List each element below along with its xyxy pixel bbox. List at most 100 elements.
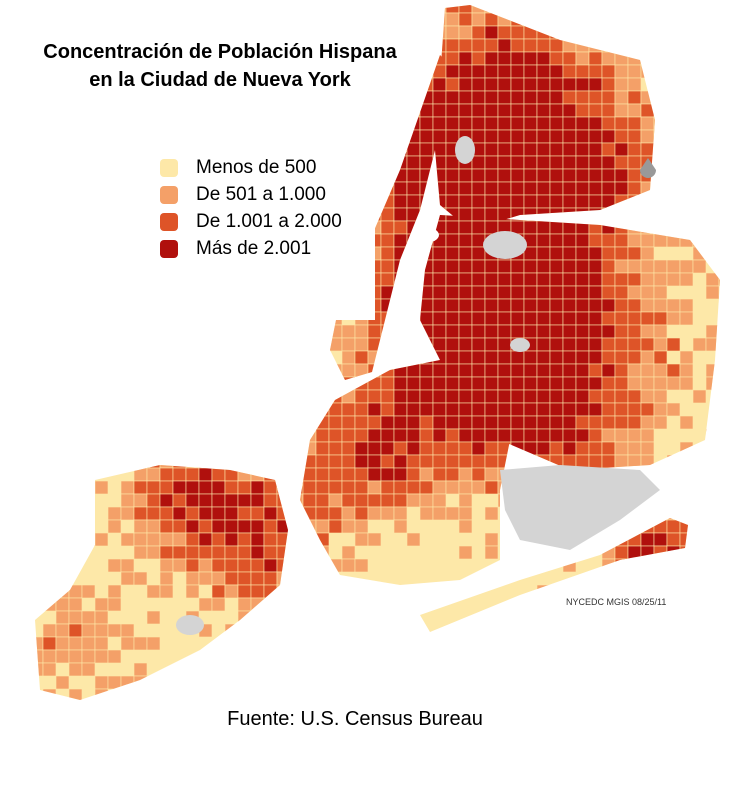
tract xyxy=(614,623,629,638)
tract xyxy=(679,545,694,560)
tract xyxy=(172,493,187,508)
tract xyxy=(510,428,525,443)
tract xyxy=(367,389,382,404)
tract xyxy=(666,207,681,222)
tract xyxy=(302,545,317,560)
tract xyxy=(237,597,252,612)
tract xyxy=(133,636,148,651)
tract xyxy=(601,38,616,53)
tract xyxy=(159,571,174,586)
tract xyxy=(497,415,512,430)
tract xyxy=(276,454,291,469)
tract xyxy=(380,233,395,248)
tract xyxy=(627,25,642,40)
tract xyxy=(302,441,317,456)
tract xyxy=(497,77,512,92)
tract xyxy=(419,116,434,131)
tract xyxy=(198,480,213,495)
tract xyxy=(419,25,434,40)
tract xyxy=(484,90,499,105)
tract xyxy=(289,519,304,534)
tract xyxy=(250,441,265,456)
tract xyxy=(640,675,655,690)
tract xyxy=(445,194,460,209)
tract xyxy=(198,545,213,560)
tract xyxy=(471,51,486,66)
tract xyxy=(458,506,473,521)
tract xyxy=(484,402,499,417)
tract xyxy=(406,259,421,274)
tract xyxy=(562,298,577,313)
tract xyxy=(510,64,525,79)
tract xyxy=(653,558,668,573)
tract xyxy=(601,233,616,248)
tract xyxy=(536,116,551,131)
tract xyxy=(601,558,616,573)
tract xyxy=(328,324,343,339)
tract xyxy=(289,623,304,638)
tract xyxy=(302,519,317,534)
tract xyxy=(185,558,200,573)
tract xyxy=(406,389,421,404)
tract xyxy=(237,428,252,443)
tract xyxy=(185,519,200,534)
tract xyxy=(614,441,629,456)
tract xyxy=(627,311,642,326)
tract xyxy=(146,415,161,430)
tract xyxy=(380,5,395,14)
tract xyxy=(341,376,356,391)
tract xyxy=(640,285,655,300)
tract xyxy=(471,376,486,391)
tract xyxy=(133,493,148,508)
tract xyxy=(458,337,473,352)
tract xyxy=(445,363,460,378)
tract xyxy=(653,415,668,430)
tract xyxy=(614,558,629,573)
tract xyxy=(601,77,616,92)
tract xyxy=(653,493,668,508)
tract xyxy=(133,545,148,560)
tract xyxy=(55,389,70,404)
tract xyxy=(185,454,200,469)
tract xyxy=(471,298,486,313)
tract xyxy=(614,519,629,534)
tract xyxy=(224,506,239,521)
tract xyxy=(432,506,447,521)
tract xyxy=(328,337,343,352)
tract xyxy=(627,233,642,248)
tract xyxy=(328,402,343,417)
tract xyxy=(263,363,278,378)
tract xyxy=(588,90,603,105)
tract xyxy=(653,207,668,222)
tract xyxy=(237,441,252,456)
tract xyxy=(406,454,421,469)
tract xyxy=(588,454,603,469)
tract xyxy=(55,584,70,599)
tract xyxy=(380,12,395,27)
tract xyxy=(510,51,525,66)
tract xyxy=(458,103,473,118)
tract xyxy=(458,64,473,79)
tract xyxy=(406,285,421,300)
tract xyxy=(406,12,421,27)
tract xyxy=(653,194,668,209)
tract xyxy=(354,389,369,404)
tract xyxy=(692,532,707,547)
tract xyxy=(614,142,629,157)
source: Fuente: U.S. Census Bureau xyxy=(227,708,483,730)
tract xyxy=(68,636,83,651)
tract xyxy=(549,64,564,79)
tract xyxy=(458,311,473,326)
tract xyxy=(432,90,447,105)
tract xyxy=(419,155,434,170)
tract xyxy=(341,454,356,469)
tract xyxy=(666,311,681,326)
tract xyxy=(393,467,408,482)
tract xyxy=(666,584,681,599)
tract xyxy=(562,12,577,27)
tract xyxy=(562,441,577,456)
tract xyxy=(536,155,551,170)
tract xyxy=(445,389,460,404)
tract xyxy=(484,506,499,521)
tract xyxy=(68,662,83,677)
